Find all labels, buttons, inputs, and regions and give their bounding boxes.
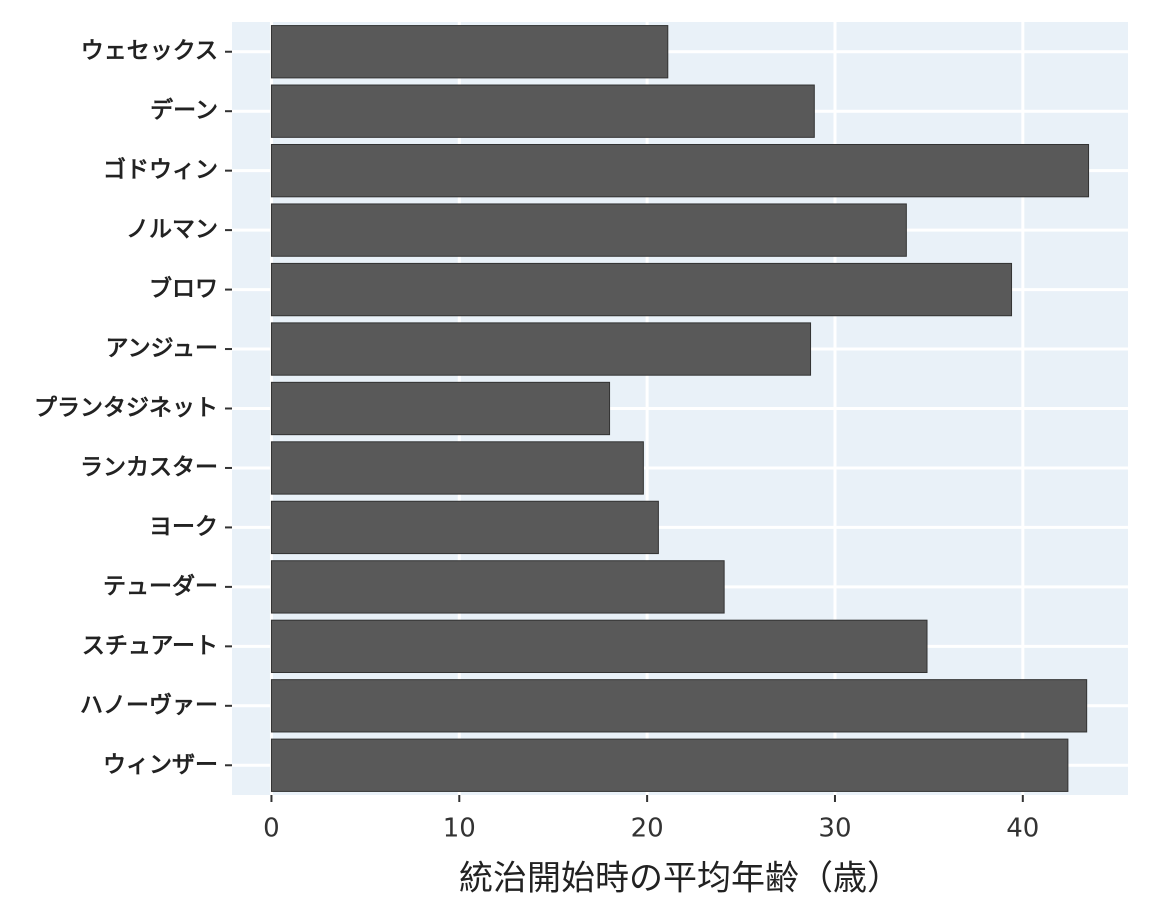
y-tick-label: ランカスター [80, 454, 218, 480]
bar [270, 619, 928, 674]
bar [270, 560, 725, 614]
y-tick-label: プランタジネット [34, 395, 218, 421]
bar [270, 381, 611, 436]
y-tick-label: ウェセックス [81, 38, 218, 64]
x-tick-label: 30 [818, 814, 851, 844]
y-tick-label: ウィンザー [103, 752, 218, 778]
bar [270, 203, 907, 257]
bar [270, 25, 669, 79]
bar [270, 84, 815, 138]
bar [270, 322, 812, 376]
y-tick-label: ブロワ [149, 275, 218, 302]
bar [270, 500, 659, 555]
bar [270, 441, 644, 495]
y-tick-label: ハノーヴァー [80, 691, 218, 718]
bar [270, 738, 1069, 792]
x-axis-title: 統治開始時の平均年齢（歳） [459, 859, 901, 899]
y-tick-label: ノルマン [126, 217, 218, 243]
x-tick-label: 20 [631, 814, 664, 844]
y-tick-label: デーン [150, 97, 218, 124]
bar [270, 262, 1013, 317]
y-tick-label: ヨーク [149, 514, 218, 540]
bar [270, 143, 1090, 198]
y-tick-label: ゴドウィン [103, 156, 218, 183]
x-tick-label: 10 [443, 814, 476, 844]
y-tick-label: アンジュー [106, 336, 218, 362]
bar [270, 679, 1088, 733]
y-tick-label: テューダー [103, 572, 218, 599]
x-tick-label: 40 [1006, 814, 1039, 844]
y-tick-label: スチュアート [82, 633, 218, 659]
x-tick-label: 0 [263, 814, 280, 844]
